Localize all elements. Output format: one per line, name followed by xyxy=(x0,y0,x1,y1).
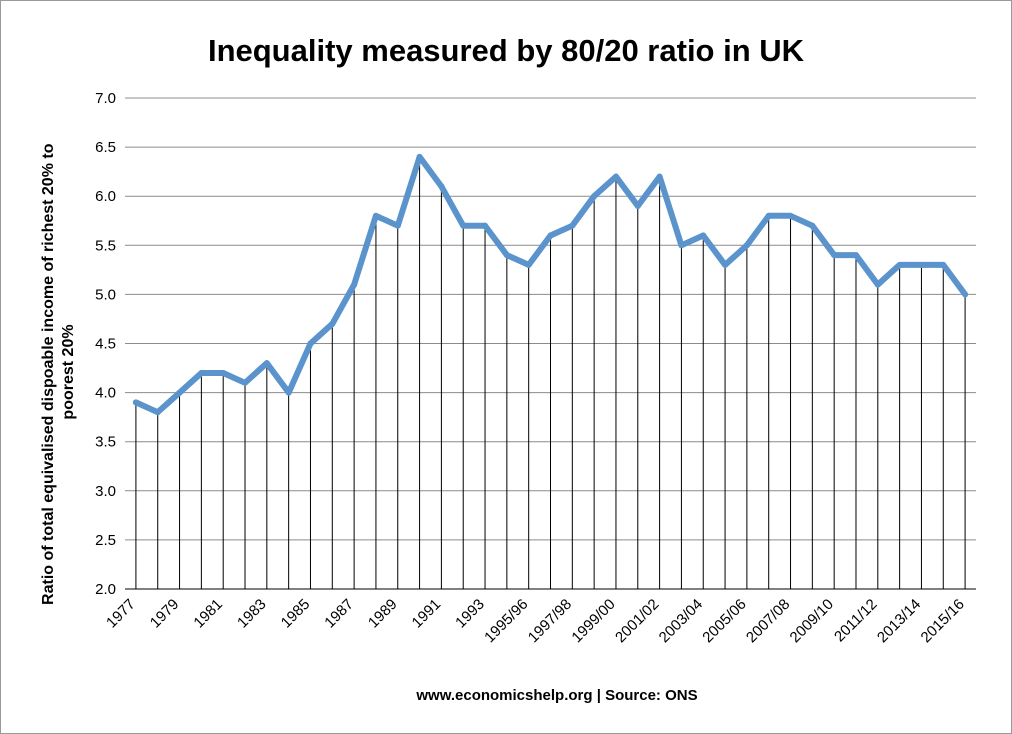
data-point: 1993: 5.7 xyxy=(482,222,489,229)
x-tick-label: 2011/12 xyxy=(831,596,881,646)
data-point: 1983: 4.3 xyxy=(263,360,270,367)
source-note: www.economicshelp.org | Source: ONS xyxy=(415,687,697,704)
x-tick-label: 1979 xyxy=(147,596,183,632)
y-tick-label: 6.0 xyxy=(95,188,116,205)
data-point: 2013/14: 5.3 xyxy=(918,261,925,268)
data-point: 2009/10: 5.4 xyxy=(831,252,838,259)
data-point: 2005/06: 5.5 xyxy=(743,242,750,249)
y-tick-label: 2.5 xyxy=(95,532,116,549)
data-point: 2014/15: 5.3 xyxy=(940,261,947,268)
x-tick-label: 1995/96 xyxy=(481,596,531,646)
x-tick-label: 2005/06 xyxy=(699,596,749,646)
y-tick-label: 4.0 xyxy=(95,385,116,402)
x-tick-label: 1977 xyxy=(103,596,139,632)
data-point: 1988: 5.8 xyxy=(372,212,379,219)
data-point: 2011/12: 5.1 xyxy=(874,281,881,288)
data-point: 1996/97: 5.6 xyxy=(547,232,554,239)
data-point: 1997/98: 5.7 xyxy=(569,222,576,229)
data-point: 1986: 4.7 xyxy=(329,320,336,327)
y-tick-label: 3.5 xyxy=(95,434,116,451)
y-tick-label: 7.0 xyxy=(95,90,116,107)
y-tick-labels: 2.0 2.5 3.0 3.5 4.0 4.5 5.0 5.5 6.0 6.5 7.0 xyxy=(95,90,116,598)
data-point: 1999/00: 6.2 xyxy=(612,173,619,180)
data-point: 1981: 4.2 xyxy=(220,369,227,376)
x-tick-label: 1997/98 xyxy=(525,596,575,646)
x-tick-label: 2007/08 xyxy=(743,596,793,646)
data-point: 2012/13: 5.3 xyxy=(896,261,903,268)
x-tick-label: 1999/00 xyxy=(568,596,618,646)
y-tick-label: 5.5 xyxy=(95,237,116,254)
x-tick-label: 1981 xyxy=(190,596,226,632)
data-point: 1987: 5.1 xyxy=(351,281,358,288)
data-point: 2007/08: 5.8 xyxy=(787,212,794,219)
data-point: 1984: 4 xyxy=(285,389,292,396)
x-tick-label: 1991 xyxy=(409,596,445,632)
y-tick-label: 6.5 xyxy=(95,139,116,156)
drop-lines xyxy=(135,156,966,589)
y-axis-label-line-2: poorest 20% xyxy=(60,324,77,419)
data-point: 1980: 4.2 xyxy=(198,369,205,376)
data-point: 1991: 6.1 xyxy=(438,183,445,190)
data-point: 1979: 4 xyxy=(176,389,183,396)
x-tick-label: 2013/14 xyxy=(874,596,924,646)
data-point: 1977: 3.9 xyxy=(132,399,139,406)
x-tick-label: 2009/10 xyxy=(787,596,837,646)
data-point: 1985: 4.5 xyxy=(307,340,314,347)
y-tick-label: 4.5 xyxy=(95,336,116,353)
data-point: 1989: 5.7 xyxy=(394,222,401,229)
data-point: 2010/11: 5.4 xyxy=(852,252,859,259)
data-point: 2008/09: 5.7 xyxy=(809,222,816,229)
data-point: 2006/07: 5.8 xyxy=(765,212,772,219)
data-point: 1998/99: 6 xyxy=(591,193,598,200)
x-tick-label: 1987 xyxy=(321,596,357,632)
x-tick-label: 1993 xyxy=(452,596,488,632)
series-group: 1977: 3.9 1978: 3.8 1979: 4 1980: 4.2 1981: … xyxy=(132,153,969,416)
data-point: 2002/03: 5.5 xyxy=(678,242,685,249)
x-tick-label: 1983 xyxy=(234,596,270,632)
x-tick-label: 1989 xyxy=(365,596,401,632)
data-point: 2003/04: 5.6 xyxy=(700,232,707,239)
data-point: 1994/95: 5.4 xyxy=(503,252,510,259)
data-point: 2001/02: 6.2 xyxy=(656,173,663,180)
data-point: 1995/96: 5.3 xyxy=(525,261,532,268)
data-point: 2000/01: 5.9 xyxy=(634,203,641,210)
y-tick-label: 2.0 xyxy=(95,581,116,598)
x-tick-label: 2015/16 xyxy=(918,596,968,646)
x-tick-label: 1985 xyxy=(278,596,314,632)
data-point: 1978: 3.8 xyxy=(154,409,161,416)
data-point: 1990: 6.4 xyxy=(416,153,423,160)
data-point: 2015/16: 5 xyxy=(962,291,969,298)
chart-title: Inequality measured by 80/20 ratio in UK xyxy=(208,33,805,68)
x-tick-label: 2001/02 xyxy=(612,596,662,646)
y-tick-label: 3.0 xyxy=(95,483,116,500)
y-axis-label-line-1: Ratio of total equivalised dispoable inc… xyxy=(40,143,57,605)
data-point: 1982: 4.1 xyxy=(242,379,249,386)
x-tick-label: 2003/04 xyxy=(656,596,706,646)
y-tick-label: 5.0 xyxy=(95,286,116,303)
data-point: 2004/05: 5.3 xyxy=(722,261,729,268)
y-axis-label: Ratio of total equivalised dispoable inc… xyxy=(40,139,77,605)
x-tick-labels: 1977 1979 1981 1983 1985 1987 1989 1991 19931995… xyxy=(103,596,968,646)
data-point: 1992: 5.7 xyxy=(460,222,467,229)
